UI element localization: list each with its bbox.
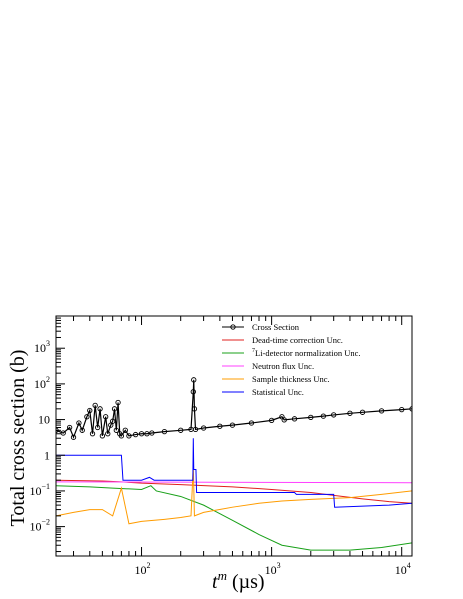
legend-label-text-li-detector-normalization-unc: Li-detector normalization Unc. — [255, 348, 361, 358]
plot-area — [56, 377, 412, 551]
data-point-cross-section-16 — [110, 418, 116, 424]
x-axis-title-main: t — [212, 571, 218, 593]
data-point-cross-section-24 — [132, 431, 139, 438]
series-line-statistical-unc — [56, 438, 412, 508]
data-point-cross-section-17 — [111, 406, 118, 412]
legend-marker-cross-section — [230, 324, 236, 330]
legend: Cross Section Dead-time correction Unc. 7L… — [222, 322, 361, 397]
x-tick-label-0: 102 — [135, 561, 151, 577]
data-point-cross-section-34 — [192, 426, 199, 433]
data-point-cross-section-10 — [95, 424, 101, 431]
x-tick-label-exp-0: 2 — [147, 561, 151, 570]
data-point-cross-section-9 — [92, 402, 98, 409]
x-tick-label-base-2: 10 — [395, 563, 407, 577]
data-point-cross-section-22 — [122, 427, 128, 433]
data-point-cross-section-1 — [60, 430, 66, 436]
series-line-dead-time-correction-unc — [56, 479, 412, 504]
data-point-cross-section-27 — [149, 430, 155, 436]
data-point-cross-section-11 — [97, 406, 103, 412]
y-tick-label-2: 1 — [44, 448, 50, 462]
data-point-cross-section-32 — [191, 377, 197, 383]
data-point-cross-section-49 — [399, 406, 405, 413]
x-tick-label-base-0: 10 — [135, 563, 147, 577]
y-tick-label-base-1: 10 — [29, 484, 41, 498]
data-point-cross-section-37 — [229, 422, 236, 428]
y-axis-title: Total cross section (b) — [7, 350, 29, 527]
data-point-cross-section-41 — [281, 417, 287, 423]
data-point-cross-section-21 — [118, 433, 125, 439]
data-point-cross-section-33 — [191, 406, 198, 412]
data-point-cross-section-43 — [308, 414, 314, 421]
x-axis-title: tm (µs) — [212, 568, 265, 593]
x-tick-label-2: 104 — [395, 561, 411, 577]
y-tick-label-1: 10−1 — [29, 482, 50, 498]
x-tick-label-1: 103 — [265, 561, 281, 577]
legend-label-dead-time-correction-unc: Dead-time correction Unc. — [252, 335, 343, 345]
y-tick-label-5: 103 — [34, 339, 50, 355]
y-tick-label-exp-5: 3 — [46, 339, 50, 348]
data-point-cross-section-38 — [248, 420, 255, 426]
data-point-cross-section-8 — [89, 431, 96, 437]
y-tick-label-exp-1: −1 — [41, 482, 50, 491]
data-point-cross-section-48 — [378, 408, 385, 414]
y-tick-label-base-4: 10 — [34, 377, 46, 391]
series-line-cross-section — [56, 379, 412, 439]
data-point-cross-section-46 — [347, 410, 353, 416]
data-point-cross-section-25 — [138, 431, 145, 437]
data-point-cross-section-19 — [115, 399, 121, 406]
series-line-sample-thickness-unc — [56, 465, 412, 525]
y-tick-label-3: 10 — [38, 413, 50, 427]
data-point-cross-section-39 — [268, 417, 275, 424]
data-point-cross-section-31 — [190, 389, 196, 395]
data-point-cross-section-18 — [113, 427, 119, 433]
series-group — [56, 377, 412, 551]
data-point-cross-section-35 — [200, 425, 207, 431]
legend-label-sample-thickness-unc: Sample thickness Unc. — [252, 374, 330, 384]
data-point-cross-section-45 — [331, 412, 337, 418]
legend-label-li-detector-normalization-unc: 7Li-detector normalization Unc. — [252, 348, 361, 358]
x-tick-label-exp-1: 3 — [277, 561, 281, 570]
series-line-li-detector-normalization-unc — [56, 485, 412, 551]
data-point-cross-section-44 — [320, 413, 327, 419]
legend-label-cross-section: Cross Section — [252, 322, 300, 332]
data-point-cross-section-3 — [70, 434, 77, 440]
data-point-cross-section-12 — [99, 433, 106, 439]
data-point-cross-section-5 — [79, 427, 85, 433]
data-point-cross-section-29 — [178, 427, 184, 433]
data-point-cross-section-47 — [359, 409, 366, 415]
data-point-cross-section-2 — [66, 424, 73, 431]
plot-frame — [55, 315, 413, 557]
legend-label-sup-li-detector-normalization-unc: 7 — [252, 348, 255, 354]
data-point-cross-section-42 — [291, 416, 298, 422]
y-tick-label-4: 102 — [34, 375, 50, 391]
y-tick-label-base-0: 10 — [29, 520, 41, 534]
data-point-cross-section-4 — [76, 420, 82, 426]
y-tick-label-base-3: 10 — [38, 413, 50, 427]
legend-label-statistical-unc: Statistical Unc. — [252, 387, 304, 397]
legend-label-neutron-flux-unc: Neutron flux Unc. — [252, 361, 314, 371]
series-line-neutron-flux-unc — [56, 481, 412, 484]
data-point-cross-section-6 — [84, 414, 90, 420]
data-point-cross-section-14 — [105, 431, 111, 437]
x-tick-label-exp-2: 4 — [407, 561, 411, 570]
y-tick-label-0: 10−2 — [29, 518, 50, 534]
data-point-cross-section-36 — [217, 423, 223, 429]
x-axis-title-unit: (µs) — [227, 571, 265, 593]
data-point-cross-section-23 — [126, 433, 132, 439]
data-point-cross-section-7 — [87, 407, 93, 414]
data-point-cross-section-28 — [161, 428, 168, 435]
y-tick-label-exp-4: 2 — [46, 375, 50, 384]
x-tick-label-base-1: 10 — [265, 563, 277, 577]
y-tick-label-base-5: 10 — [34, 341, 46, 355]
data-point-cross-section-13 — [103, 414, 109, 420]
y-tick-label-exp-0: −2 — [41, 518, 50, 527]
data-point-cross-section-26 — [144, 431, 150, 437]
x-axis-title-sup: m — [218, 568, 227, 583]
y-tick-label-base-2: 1 — [44, 448, 50, 462]
